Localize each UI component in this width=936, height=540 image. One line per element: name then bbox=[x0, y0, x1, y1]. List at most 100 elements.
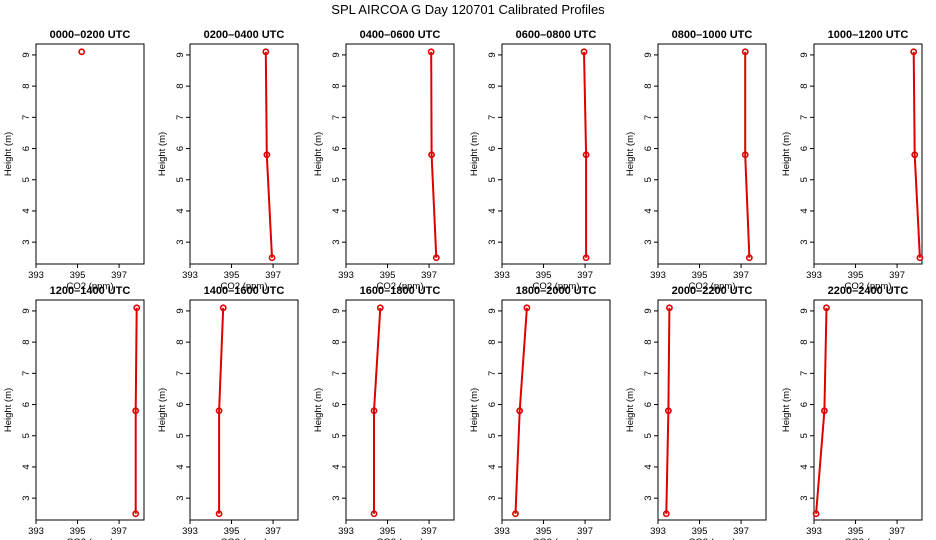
x-axis-label: CO2 (ppm) bbox=[377, 537, 424, 540]
y-tick-label: 6 bbox=[21, 402, 32, 407]
profile-panel: 2000–2200 UTC 393 395 397 3 4 5 6 7 8 9 CO2 (ppm) He… bbox=[625, 285, 767, 540]
y-tick-label: 5 bbox=[21, 433, 32, 438]
plot-frame bbox=[657, 43, 767, 265]
x-tick-label: 393 bbox=[338, 270, 354, 281]
x-tick-label: 395 bbox=[536, 526, 552, 537]
y-tick-label: 5 bbox=[331, 177, 342, 182]
y-tick-label: 3 bbox=[175, 240, 186, 245]
x-axis-label: CO2 (ppm) bbox=[377, 281, 424, 292]
y-tick-label: 7 bbox=[643, 115, 654, 120]
y-tick-label: 9 bbox=[643, 52, 654, 57]
y-tick-label: 3 bbox=[487, 240, 498, 245]
x-tick-label: 393 bbox=[650, 270, 666, 281]
y-axis-label: Height (m) bbox=[781, 132, 792, 176]
panel-title: 1600–1800 UTC bbox=[360, 285, 441, 297]
y-tick-label: 5 bbox=[643, 177, 654, 182]
profile-panel: 0000–0200 UTC 393 395 397 3 4 5 6 7 8 9 CO2 (ppm) He… bbox=[3, 29, 145, 292]
profile-point bbox=[428, 151, 435, 159]
y-tick-label: 7 bbox=[799, 115, 810, 120]
y-tick-label: 8 bbox=[643, 83, 654, 88]
y-tick-label: 7 bbox=[487, 115, 498, 120]
profile-panel: 1000–1200 UTC 393 395 397 3 4 5 6 7 8 9 CO2 (ppm) He… bbox=[781, 29, 924, 292]
y-tick-label: 8 bbox=[487, 83, 498, 88]
profile-point bbox=[741, 48, 749, 56]
x-tick-label: 393 bbox=[28, 526, 44, 537]
y-tick-label: 4 bbox=[21, 464, 32, 469]
x-tick-label: 393 bbox=[182, 526, 198, 537]
x-tick-label: 395 bbox=[380, 526, 396, 537]
panel-title: 0400–0600 UTC bbox=[360, 29, 441, 41]
y-tick-label: 7 bbox=[487, 371, 498, 376]
x-axis-label: CO2 (ppm) bbox=[67, 281, 114, 292]
y-tick-label: 8 bbox=[799, 339, 810, 344]
y-tick-label: 5 bbox=[175, 433, 186, 438]
y-tick-label: 3 bbox=[331, 496, 342, 501]
profile-line bbox=[912, 51, 921, 258]
profile-point bbox=[916, 254, 924, 262]
profile-point bbox=[512, 510, 519, 518]
profile-point bbox=[911, 151, 919, 159]
profile-point bbox=[432, 254, 440, 262]
profile-point bbox=[745, 254, 753, 262]
y-tick-label: 3 bbox=[21, 496, 32, 501]
plot-frame bbox=[345, 43, 455, 265]
profile-point bbox=[370, 407, 378, 415]
y-axis-label: Height (m) bbox=[3, 132, 14, 176]
profile-point bbox=[823, 304, 830, 312]
plot-frame bbox=[501, 43, 611, 265]
plot-frame bbox=[189, 43, 299, 265]
y-tick-label: 7 bbox=[799, 371, 810, 376]
x-axis-label: CO2 (ppm) bbox=[533, 537, 580, 540]
y-tick-label: 8 bbox=[799, 83, 810, 88]
y-tick-label: 6 bbox=[799, 402, 810, 407]
x-axis-label: CO2 (ppm) bbox=[845, 537, 892, 540]
x-axis-label: CO2 (ppm) bbox=[845, 281, 892, 292]
x-axis-label: CO2 (ppm) bbox=[221, 281, 268, 292]
profile-point bbox=[910, 48, 918, 56]
profile-panel: 1600–1800 UTC 393 395 397 3 4 5 6 7 8 9 CO2 (ppm) He… bbox=[313, 285, 455, 540]
profile-line bbox=[815, 307, 828, 514]
y-tick-label: 9 bbox=[175, 308, 186, 313]
plot-frame bbox=[35, 299, 145, 521]
x-tick-label: 397 bbox=[577, 270, 593, 281]
y-axis-label: Height (m) bbox=[157, 388, 168, 432]
y-tick-label: 8 bbox=[175, 339, 186, 344]
profile-point bbox=[741, 151, 749, 159]
y-tick-label: 6 bbox=[175, 146, 186, 151]
y-tick-label: 5 bbox=[21, 177, 32, 182]
y-tick-label: 6 bbox=[643, 146, 654, 151]
x-tick-label: 395 bbox=[224, 526, 240, 537]
y-tick-label: 8 bbox=[21, 339, 32, 344]
y-tick-label: 4 bbox=[487, 464, 498, 469]
profile-point bbox=[370, 510, 378, 518]
y-tick-label: 9 bbox=[21, 52, 32, 57]
plot-frame bbox=[501, 299, 611, 521]
profile-point bbox=[132, 510, 140, 518]
y-tick-label: 3 bbox=[487, 496, 498, 501]
profile-point bbox=[516, 407, 524, 415]
x-axis-label: CO2 (ppm) bbox=[533, 281, 580, 292]
x-tick-label: 393 bbox=[28, 270, 44, 281]
plot-frame bbox=[189, 299, 299, 521]
y-tick-label: 4 bbox=[331, 208, 342, 213]
profile-point bbox=[580, 48, 588, 56]
profile-panel: 0600–0800 UTC 393 395 397 3 4 5 6 7 8 9 CO2 (ppm) He… bbox=[469, 29, 611, 292]
y-tick-label: 5 bbox=[487, 177, 498, 182]
y-axis-label: Height (m) bbox=[3, 388, 14, 432]
profile-point bbox=[215, 510, 223, 518]
panel-title: 0200–0400 UTC bbox=[204, 29, 285, 41]
y-tick-label: 7 bbox=[175, 371, 186, 376]
y-axis-label: Height (m) bbox=[625, 132, 636, 176]
profile-point bbox=[376, 304, 384, 312]
y-tick-label: 6 bbox=[175, 402, 186, 407]
y-tick-label: 6 bbox=[331, 402, 342, 407]
profile-line bbox=[430, 51, 438, 258]
y-tick-label: 6 bbox=[487, 146, 498, 151]
profile-point bbox=[78, 48, 86, 56]
x-tick-label: 395 bbox=[536, 270, 552, 281]
x-tick-label: 393 bbox=[494, 526, 510, 537]
y-axis-label: Height (m) bbox=[469, 132, 480, 176]
y-tick-label: 9 bbox=[799, 52, 810, 57]
